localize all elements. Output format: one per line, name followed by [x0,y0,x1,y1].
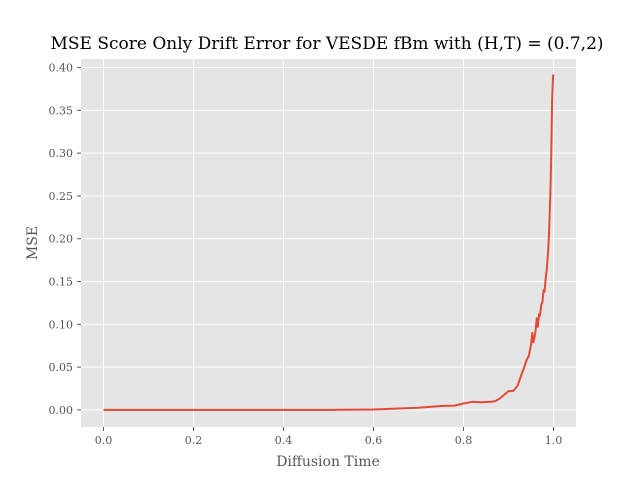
y-tick-label: 0.30 [49,147,74,160]
x-tick-label: 0.4 [275,434,293,447]
x-tick-label: 0.8 [455,434,473,447]
axis-ticks: 0.0 0.2 0.4 0.6 0.8 1.0 0.00 0.05 0.10 0.15 0.20 0.… [49,62,563,447]
y-tick-label: 0.00 [49,404,74,417]
y-tick-label: 0.20 [49,233,74,246]
x-tick-label: 1.0 [545,434,563,447]
x-tick-label: 0.0 [95,434,113,447]
chart-title: MSE Score Only Drift Error for VESDE fBm… [50,34,603,54]
y-tick-label: 0.40 [49,62,74,75]
y-tick-label: 0.15 [49,276,74,289]
y-tick-label: 0.25 [49,190,74,203]
plot-area [81,59,576,427]
y-tick-label: 0.05 [49,361,74,374]
grid [81,59,576,427]
x-tick-label: 0.6 [365,434,383,447]
x-tick-label: 0.2 [185,434,203,447]
y-tick-label: 0.35 [49,104,74,117]
series-lines [103,74,555,411]
y-tick-label: 0.10 [49,318,74,331]
y-axis-label: MSE [25,226,41,260]
series-line [103,74,555,411]
x-axis-label: Diffusion Time [276,454,380,470]
